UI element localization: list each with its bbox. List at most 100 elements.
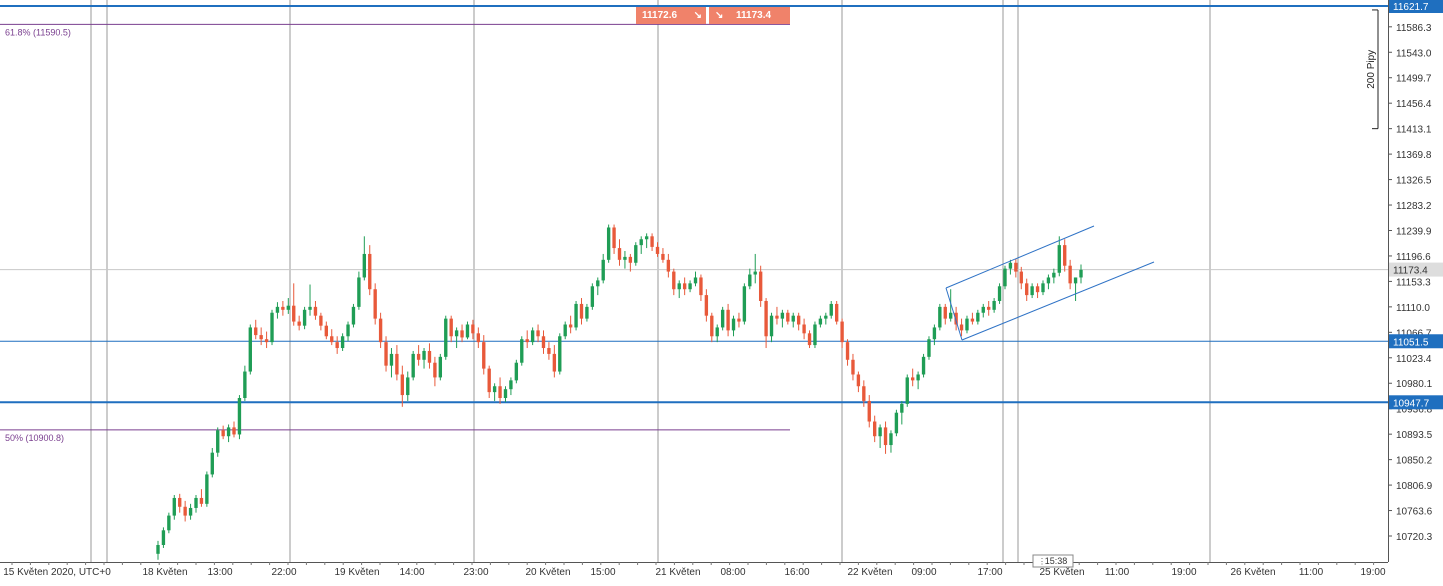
candle[interactable] — [905, 374, 909, 407]
candle[interactable] — [156, 540, 160, 560]
candle[interactable] — [254, 319, 258, 340]
candle[interactable] — [530, 327, 535, 346]
candle[interactable] — [167, 512, 171, 534]
candle[interactable] — [422, 348, 426, 369]
candles-layer[interactable] — [156, 224, 1083, 560]
candle[interactable] — [710, 312, 714, 343]
candle[interactable] — [194, 495, 198, 513]
candle[interactable] — [335, 336, 339, 354]
candle[interactable] — [693, 271, 698, 287]
candle[interactable] — [1079, 264, 1083, 284]
candle[interactable] — [536, 324, 540, 343]
candle[interactable] — [921, 353, 926, 378]
candle[interactable] — [438, 353, 443, 381]
candle[interactable] — [1008, 259, 1013, 275]
candle[interactable] — [677, 280, 681, 299]
candle[interactable] — [753, 253, 757, 284]
candle[interactable] — [541, 330, 546, 354]
candle[interactable] — [606, 224, 611, 263]
candle[interactable] — [829, 300, 833, 319]
candle[interactable] — [900, 400, 904, 425]
sell-price-button[interactable]: 11172.6 ↘ — [636, 7, 706, 24]
candle[interactable] — [699, 274, 703, 301]
candle[interactable] — [400, 365, 405, 407]
candle[interactable] — [856, 371, 861, 393]
candle[interactable] — [465, 321, 470, 340]
candle[interactable] — [368, 245, 372, 296]
candle[interactable] — [340, 333, 345, 351]
buy-price-button[interactable]: ↘ 11173.4 — [709, 7, 790, 24]
candle[interactable] — [226, 424, 231, 443]
candle[interactable] — [813, 321, 817, 349]
candle[interactable] — [894, 409, 899, 437]
candle[interactable] — [471, 319, 475, 340]
candle[interactable] — [737, 312, 741, 328]
candle[interactable] — [292, 283, 296, 326]
candle[interactable] — [188, 503, 193, 520]
candle[interactable] — [416, 345, 421, 366]
candle[interactable] — [281, 300, 285, 316]
candle[interactable] — [411, 350, 415, 381]
candle[interactable] — [623, 251, 627, 269]
candle[interactable] — [867, 395, 871, 428]
candle[interactable] — [395, 345, 399, 381]
candle[interactable] — [851, 353, 855, 381]
candle[interactable] — [634, 242, 638, 266]
candle[interactable] — [492, 383, 497, 401]
candle[interactable] — [373, 283, 377, 325]
candle[interactable] — [1046, 274, 1051, 290]
candle[interactable] — [558, 333, 562, 375]
candle[interactable] — [1019, 266, 1023, 290]
candle[interactable] — [601, 253, 605, 284]
candle[interactable] — [731, 315, 736, 337]
candle[interactable] — [661, 248, 665, 263]
candle[interactable] — [270, 309, 274, 346]
candle[interactable] — [943, 303, 947, 325]
candle[interactable] — [568, 315, 573, 334]
candle[interactable] — [362, 236, 367, 281]
candle[interactable] — [1003, 265, 1007, 290]
candle[interactable] — [1073, 277, 1078, 301]
candle[interactable] — [161, 527, 166, 548]
candle[interactable] — [992, 298, 996, 313]
candle[interactable] — [786, 309, 790, 325]
candle[interactable] — [949, 289, 953, 322]
candle[interactable] — [302, 306, 307, 330]
candle[interactable] — [476, 327, 481, 349]
candle[interactable] — [655, 242, 660, 257]
candle[interactable] — [232, 421, 236, 438]
candle[interactable] — [1068, 259, 1072, 290]
candle[interactable] — [248, 324, 252, 375]
candle[interactable] — [1063, 239, 1067, 272]
candle[interactable] — [916, 371, 920, 390]
candle[interactable] — [1035, 283, 1040, 299]
candle[interactable] — [796, 312, 801, 331]
candle[interactable] — [514, 359, 519, 384]
candle[interactable] — [498, 377, 502, 404]
candle[interactable] — [525, 330, 529, 349]
candle[interactable] — [639, 236, 643, 254]
candle[interactable] — [802, 318, 806, 340]
candle[interactable] — [444, 315, 448, 360]
candle[interactable] — [579, 298, 584, 325]
candle[interactable] — [617, 239, 622, 266]
candle[interactable] — [666, 253, 671, 278]
candle[interactable] — [216, 427, 220, 457]
candle[interactable] — [449, 315, 453, 343]
candle[interactable] — [509, 377, 513, 396]
candle[interactable] — [590, 283, 595, 310]
candle[interactable] — [308, 284, 312, 316]
candle[interactable] — [221, 425, 225, 440]
candle[interactable] — [547, 342, 551, 360]
candle[interactable] — [384, 336, 388, 372]
candle[interactable] — [482, 335, 486, 375]
candle[interactable] — [644, 233, 649, 249]
candle[interactable] — [351, 303, 356, 328]
candle[interactable] — [780, 309, 785, 328]
candle[interactable] — [237, 395, 242, 440]
candle[interactable] — [1030, 283, 1034, 299]
candle[interactable] — [427, 343, 432, 369]
candle[interactable] — [704, 289, 709, 322]
candle[interactable] — [460, 324, 464, 343]
candle[interactable] — [748, 268, 752, 290]
